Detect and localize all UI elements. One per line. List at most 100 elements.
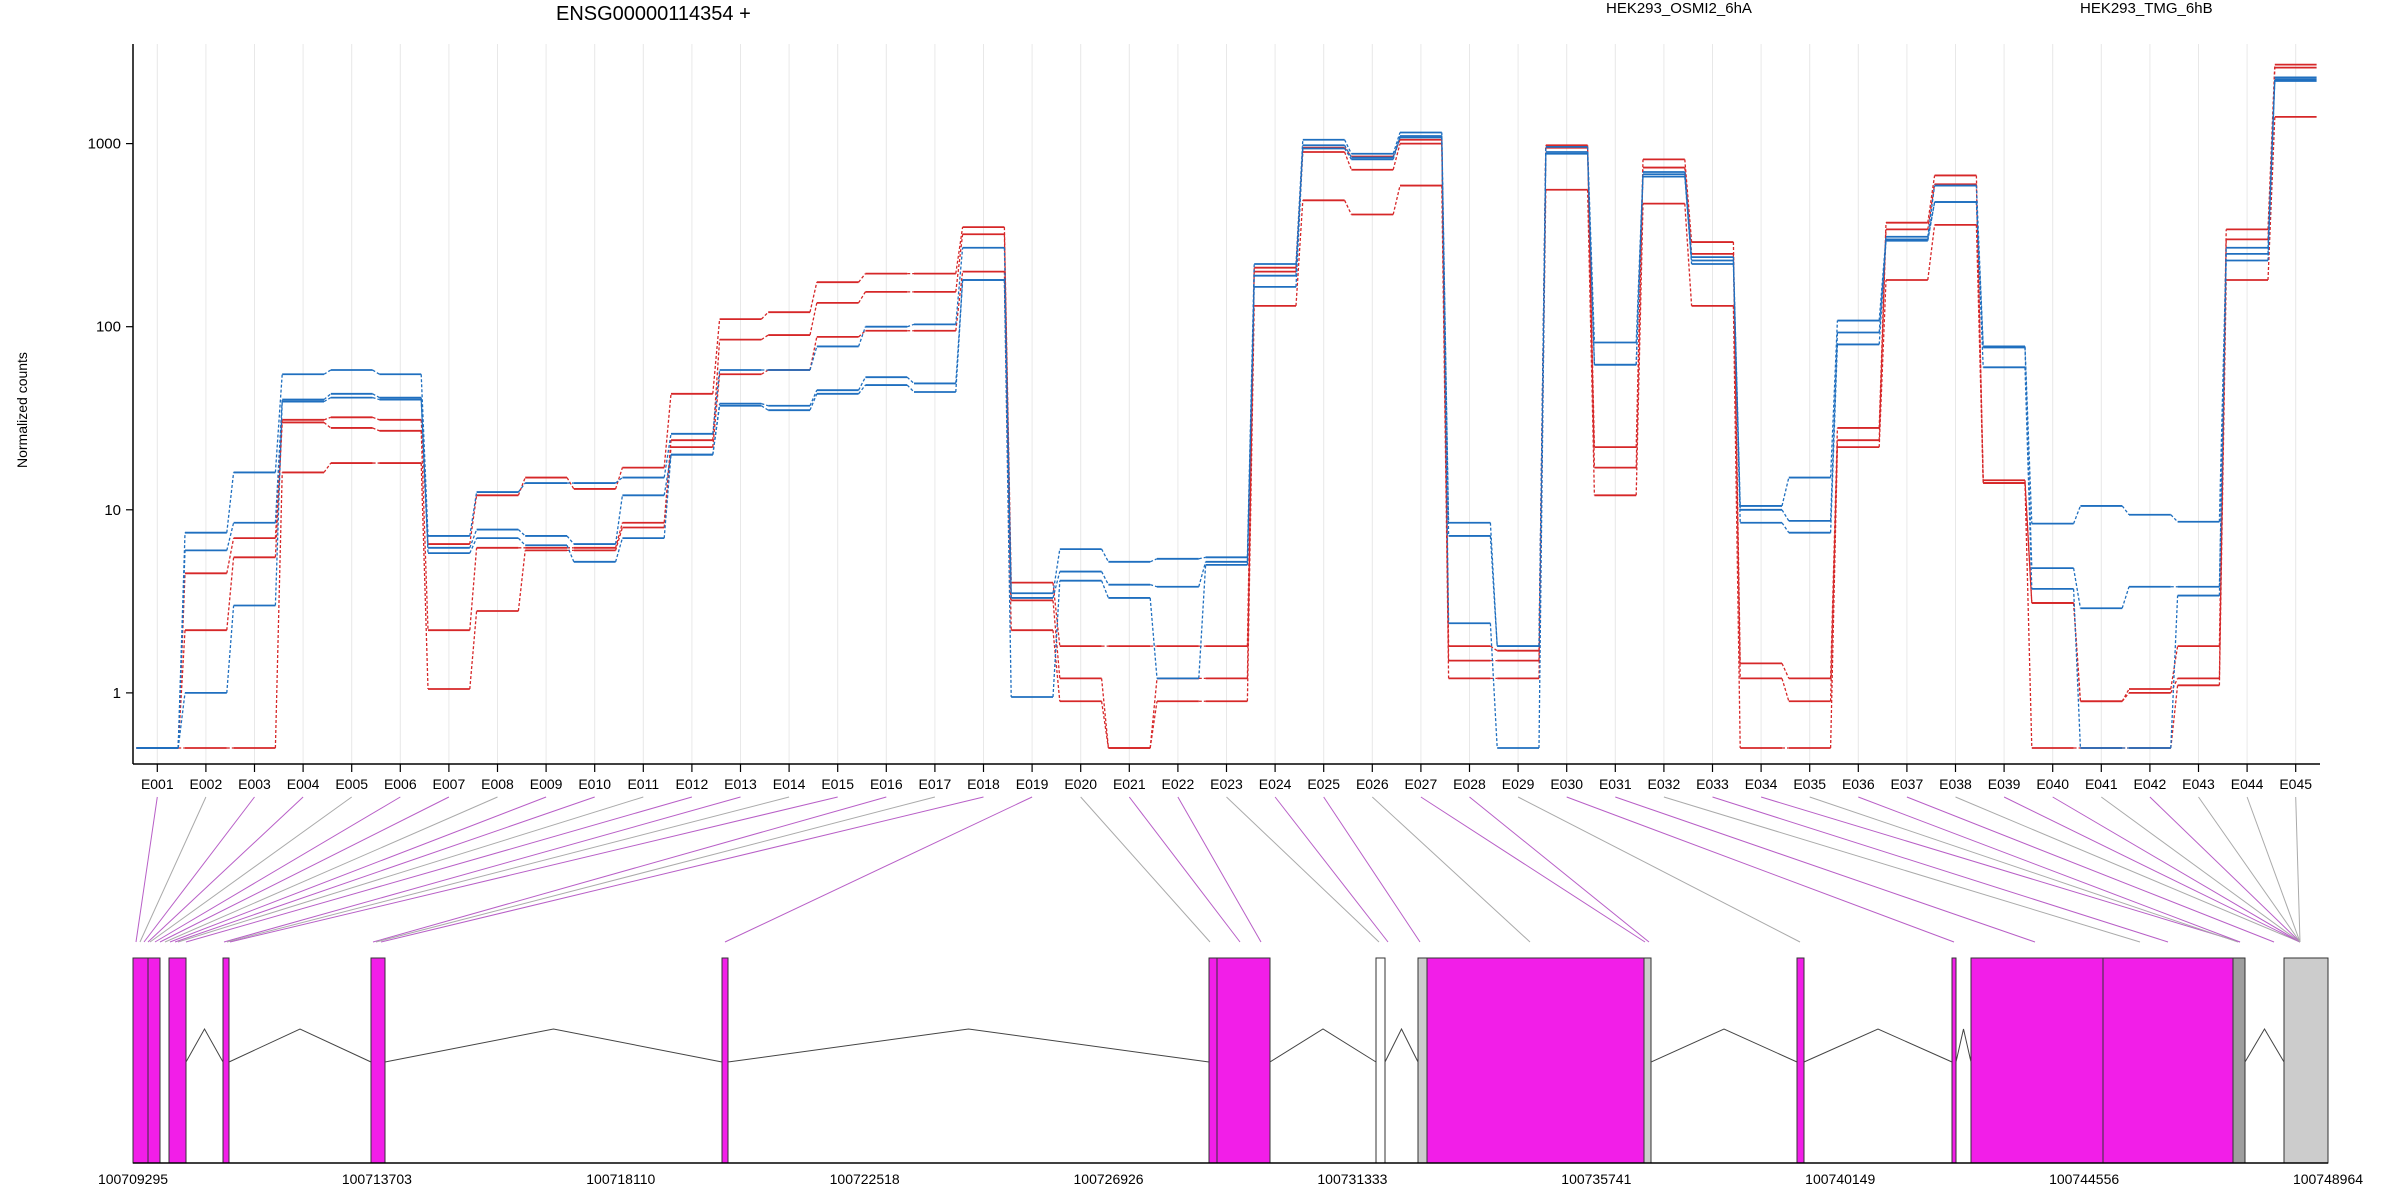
series-1-link-E040 [2072, 602, 2082, 702]
series-4-link-E004 [323, 393, 332, 401]
series-3-link-E003 [274, 374, 283, 473]
x-tick-label-E031: E031 [1599, 776, 1632, 792]
series-1-link-E002 [226, 557, 235, 631]
series-0-link-E002 [226, 538, 235, 574]
series-2-link-E008 [517, 550, 526, 612]
exon-connector-E013 [223, 796, 741, 943]
x-tick-label-E016: E016 [870, 776, 903, 792]
x-tick-label-E010: E010 [578, 776, 611, 792]
x-tick-label-E021: E021 [1113, 776, 1146, 792]
x-tick-label-E019: E019 [1016, 776, 1049, 792]
exon-connector-E014 [226, 796, 790, 943]
series-5-link-E037 [1927, 201, 1936, 241]
series-5-link-E025 [1344, 148, 1352, 160]
y-tick-label-100: 100 [96, 319, 121, 336]
series-5-link-E005 [372, 396, 380, 401]
exon-connector-E037 [1906, 796, 2275, 943]
series-0-link-E004 [323, 416, 332, 421]
series-0-link-E031 [1635, 159, 1644, 448]
series-1-link-E042 [2170, 678, 2179, 694]
series-3-link-E022 [1198, 556, 1206, 560]
series-3-link-E034 [1781, 477, 1790, 507]
exon-2 [147, 957, 161, 1164]
series-3-link-E019 [1052, 548, 1061, 594]
series-4-link-E011 [663, 454, 672, 496]
x-tick-label-E038: E038 [1939, 776, 1972, 792]
series-2-link-E030 [1586, 189, 1596, 496]
exon-connector-E043 [2198, 796, 2301, 943]
x-tick-label-E017: E017 [919, 776, 952, 792]
exon-5 [370, 957, 386, 1164]
exon-connector-E033 [1712, 796, 2169, 943]
series-2-link-E024 [1295, 200, 1304, 306]
series-4-link-E001 [177, 550, 186, 749]
series-4-link-E016 [906, 376, 915, 384]
series-3-link-E016 [906, 323, 915, 328]
exon-connector-E024 [1274, 796, 1389, 943]
series-5-link-E001 [177, 692, 186, 749]
exon-connector-E012 [185, 796, 693, 943]
series-5-link-E038 [1975, 201, 1984, 368]
series-4-link-E026 [1392, 135, 1401, 158]
series-2-link-E043 [2218, 279, 2227, 686]
x-tick-label-E037: E037 [1891, 776, 1924, 792]
exon-1 [132, 957, 149, 1164]
intron-2 [228, 1028, 372, 1063]
series-4-link-E013 [761, 403, 769, 407]
exon-connector-E004 [147, 796, 304, 943]
series-1-link-E010 [614, 522, 624, 548]
series-2-link-E039 [2024, 483, 2033, 749]
series-5-link-E040 [2072, 588, 2082, 749]
series-0-link-E009 [566, 477, 575, 490]
series-0-link-E035 [1829, 427, 1839, 679]
exon-7 [1208, 957, 1218, 1164]
series-3-link-E035 [1829, 320, 1839, 478]
exon-9 [1375, 957, 1386, 1164]
exon-connector-E029 [1517, 796, 1801, 943]
series-4-link-E028 [1489, 535, 1498, 647]
intron-5 [1269, 1028, 1377, 1063]
exon-connector-E034 [1760, 796, 2241, 943]
series-3-link-E006 [420, 374, 429, 536]
genome-coordinate-100735741: 100735741 [1561, 1171, 1631, 1187]
exon-connector-E011 [177, 796, 644, 943]
series-3-link-E020 [1101, 548, 1109, 563]
series-2-link-E020 [1100, 701, 1110, 749]
x-tick-label-E025: E025 [1307, 776, 1340, 792]
exon-6 [721, 957, 729, 1164]
exon-connector-E008 [164, 796, 498, 943]
genome-coordinate-100748964: 100748964 [2293, 1171, 2363, 1187]
series-0-link-E011 [663, 393, 672, 468]
series-1-link-E013 [761, 334, 769, 341]
exon-17 [2232, 957, 2246, 1164]
series-5-link-E016 [906, 384, 915, 393]
series-3-link-E008 [517, 482, 526, 493]
series-3-link-E041 [2121, 505, 2130, 516]
series-5-link-E042 [2170, 595, 2179, 749]
series-0-link-E034 [1781, 663, 1790, 679]
series-3-link-E039 [2024, 346, 2033, 524]
x-tick-label-E032: E032 [1648, 776, 1681, 792]
intron-7 [1650, 1028, 1798, 1063]
series-4-link-E032 [1684, 174, 1693, 261]
series-4-link-E009 [566, 535, 575, 545]
exon-connector-E045 [2295, 796, 2301, 943]
series-3-link-E040 [2072, 505, 2082, 524]
legend-label-tmg: HEK293_TMG_6hB [2080, 0, 2213, 17]
x-tick-label-E028: E028 [1453, 776, 1486, 792]
x-tick-label-E043: E043 [2182, 776, 2215, 792]
series-4-link-E040 [2072, 568, 2082, 609]
series-5-link-E022 [1198, 564, 1207, 679]
series-4-link-E008 [517, 529, 526, 537]
series-1-link-E005 [372, 427, 380, 432]
series-1-link-E026 [1392, 143, 1401, 170]
series-3-link-E021 [1149, 558, 1158, 563]
series-2-link-E026 [1392, 185, 1401, 215]
series-1-link-E019 [1052, 600, 1061, 679]
exon-connector-E039 [2003, 796, 2301, 943]
exon-12 [1643, 957, 1652, 1164]
series-5-link-E027 [1441, 137, 1450, 624]
series-5-link-E028 [1489, 623, 1498, 749]
series-5-link-E024 [1295, 148, 1304, 287]
